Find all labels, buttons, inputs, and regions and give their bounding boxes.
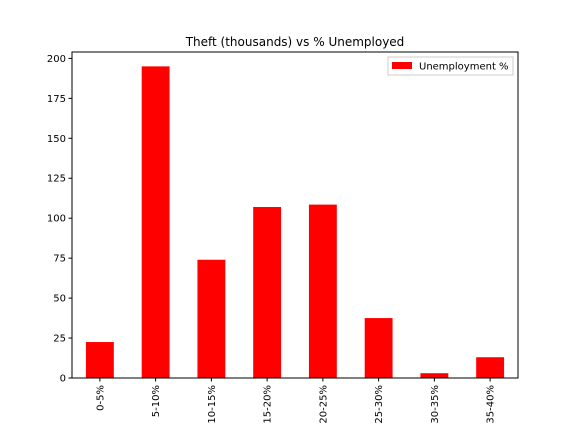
legend: Unemployment % [387,56,514,76]
x-tick-label: 5-10% [151,385,162,417]
y-tick-label: 0 [60,374,66,385]
x-tick-label: 20-25% [318,385,329,424]
x-tick-label: 15-20% [263,385,274,424]
bar [420,373,449,378]
bar [476,357,505,378]
y-tick-label: 175 [47,94,66,105]
bar [308,204,337,378]
plot-area: 0 25 50 75 100 125 150 175 200 0-5% 5-10% 10-15% 15-… [47,51,519,424]
y-tick-label: 25 [53,334,66,345]
legend-label: Unemployment % [419,62,509,73]
bar [197,259,226,378]
x-tick-label: 0-5% [95,385,106,411]
bar [253,207,282,378]
y-tick-label: 50 [53,294,66,305]
legend-swatch [392,62,412,69]
y-tick-label: 100 [47,214,66,225]
y-tick-label: 150 [47,134,66,145]
plot-frame [71,51,519,379]
y-tick-label: 125 [47,174,66,185]
x-tick-label: 30-35% [430,385,441,424]
x-tick-label: 10-15% [207,385,218,424]
chart-title: Theft (thousands) vs % Unemployed [185,35,405,49]
x-tick-label: 35-40% [486,385,497,424]
bar [85,342,114,378]
x-tick-label: 25-30% [374,385,385,424]
y-tick-label: 75 [53,254,66,265]
bar [364,318,393,378]
bar [141,66,170,378]
y-tick-label: 200 [47,54,66,65]
legend-box [387,56,514,76]
